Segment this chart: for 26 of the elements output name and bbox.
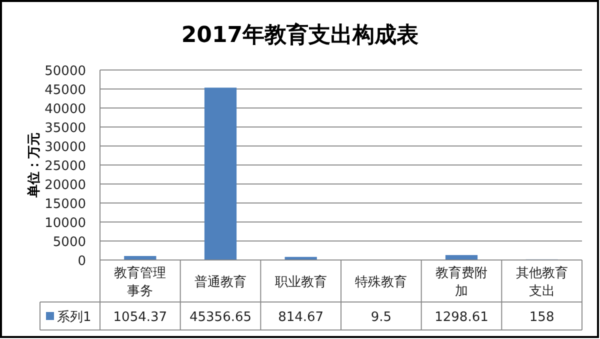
y-tick-label: 40000 — [44, 102, 86, 117]
y-tick-label: 20000 — [44, 178, 86, 193]
x-tick-label: 教育管理事务 — [114, 265, 166, 299]
y-tick-label: 30000 — [44, 140, 86, 155]
x-tick-label: 其他教育支出 — [516, 265, 568, 299]
y-tick-label: 0 — [78, 254, 86, 269]
x-tick-label: 职业教育 — [274, 274, 327, 290]
data-label: 45356.65 — [189, 310, 252, 325]
data-label: 1054.37 — [113, 310, 168, 325]
chart-title: 2017年教育支出构成表 — [181, 22, 419, 48]
y-axis-title: 单位：万元 — [26, 132, 42, 198]
data-label: 158 — [529, 310, 554, 325]
y-tick-label: 50000 — [44, 64, 86, 79]
y-tick-label: 25000 — [44, 159, 86, 174]
x-tick-label: 特殊教育 — [355, 274, 408, 290]
y-tick-label: 10000 — [44, 216, 86, 231]
y-tick-label: 15000 — [44, 197, 86, 212]
data-label: 814.67 — [278, 310, 324, 325]
y-tick-label: 5000 — [52, 235, 86, 250]
data-label: 1298.61 — [434, 310, 488, 325]
data-label: 9.5 — [370, 310, 392, 325]
legend-label: 系列1 — [57, 310, 92, 325]
x-tick-label: 教育费附加 — [436, 265, 488, 299]
x-tick-label: 普通教育 — [194, 274, 246, 290]
y-tick-label: 45000 — [44, 83, 86, 98]
y-tick-label: 35000 — [44, 121, 86, 136]
